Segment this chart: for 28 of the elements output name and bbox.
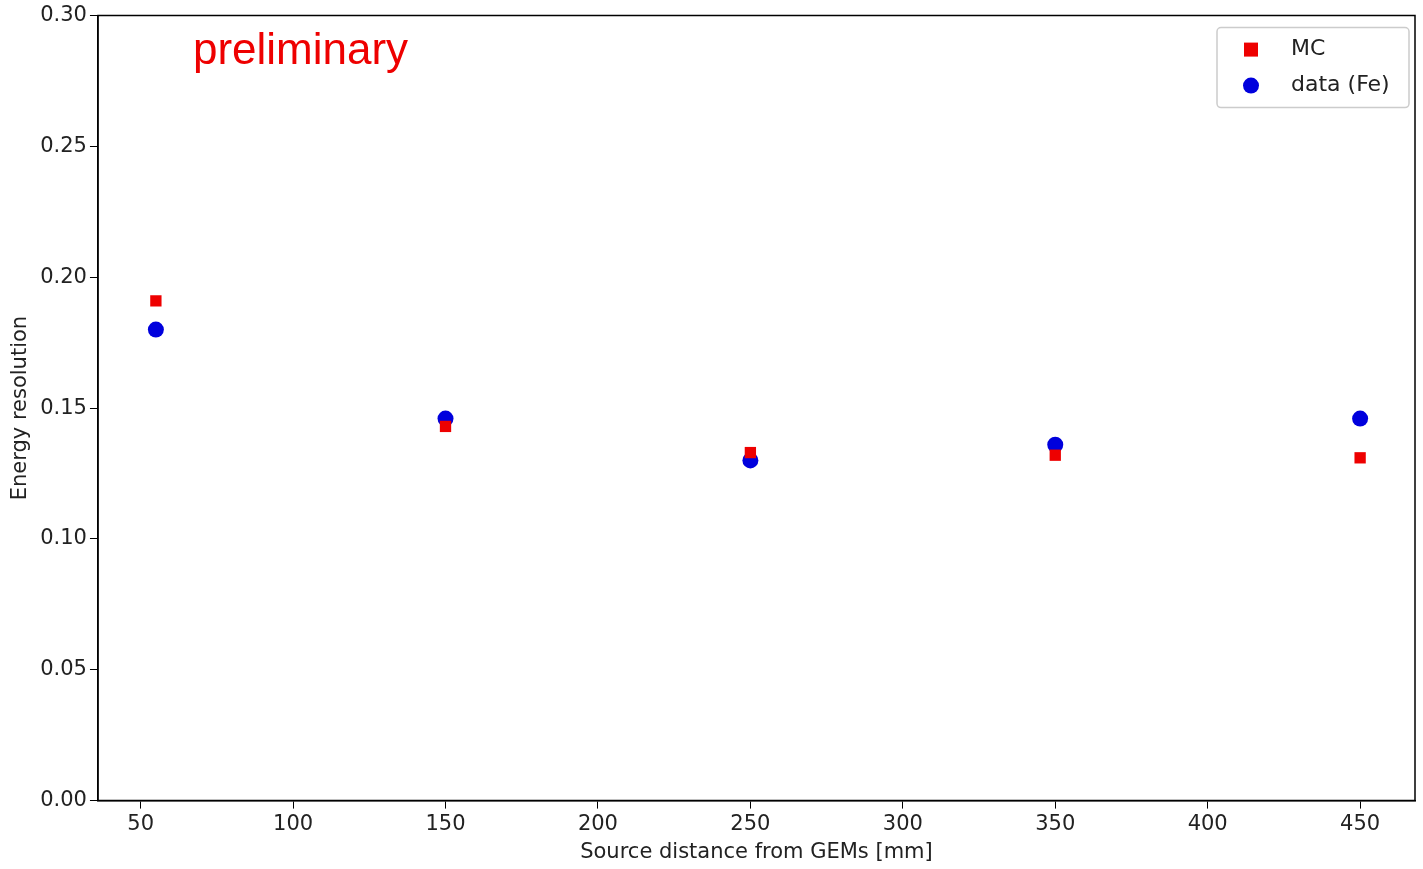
x-tick-label: 450 xyxy=(1340,810,1381,835)
annotation: preliminary xyxy=(192,23,409,73)
y-tick-label: 0.00 xyxy=(40,787,87,812)
y-tick-label: 0.10 xyxy=(40,525,87,550)
x-tick-label: 200 xyxy=(577,810,618,835)
legend-label: data (Fe) xyxy=(1291,71,1390,97)
y-tick-label: 0.05 xyxy=(40,656,87,681)
y-tick-label: 0.30 xyxy=(40,2,87,27)
y-tick-label: 0.15 xyxy=(40,394,87,419)
x-tick-label: 300 xyxy=(882,810,923,835)
y-tick-label: 0.25 xyxy=(40,132,87,157)
point xyxy=(1049,449,1061,461)
point xyxy=(744,446,757,459)
x-tick-label: 100 xyxy=(273,810,314,835)
x-axis-title: Source distance from GEMs [mm] xyxy=(580,838,933,863)
point xyxy=(150,295,162,307)
point xyxy=(439,420,452,433)
y-tick-label: 0.20 xyxy=(40,263,87,288)
x-tick-label: 50 xyxy=(127,810,155,835)
point xyxy=(1354,452,1366,464)
x-tick-label: 350 xyxy=(1035,810,1076,835)
legend-label: MC xyxy=(1291,35,1326,61)
x-tick-label: 400 xyxy=(1187,810,1228,835)
point xyxy=(1352,410,1369,427)
x-tick-label: 150 xyxy=(425,810,466,835)
y-axis-title: Energy resolution xyxy=(7,315,32,501)
point xyxy=(147,321,164,338)
x-tick-label: 250 xyxy=(730,810,771,835)
